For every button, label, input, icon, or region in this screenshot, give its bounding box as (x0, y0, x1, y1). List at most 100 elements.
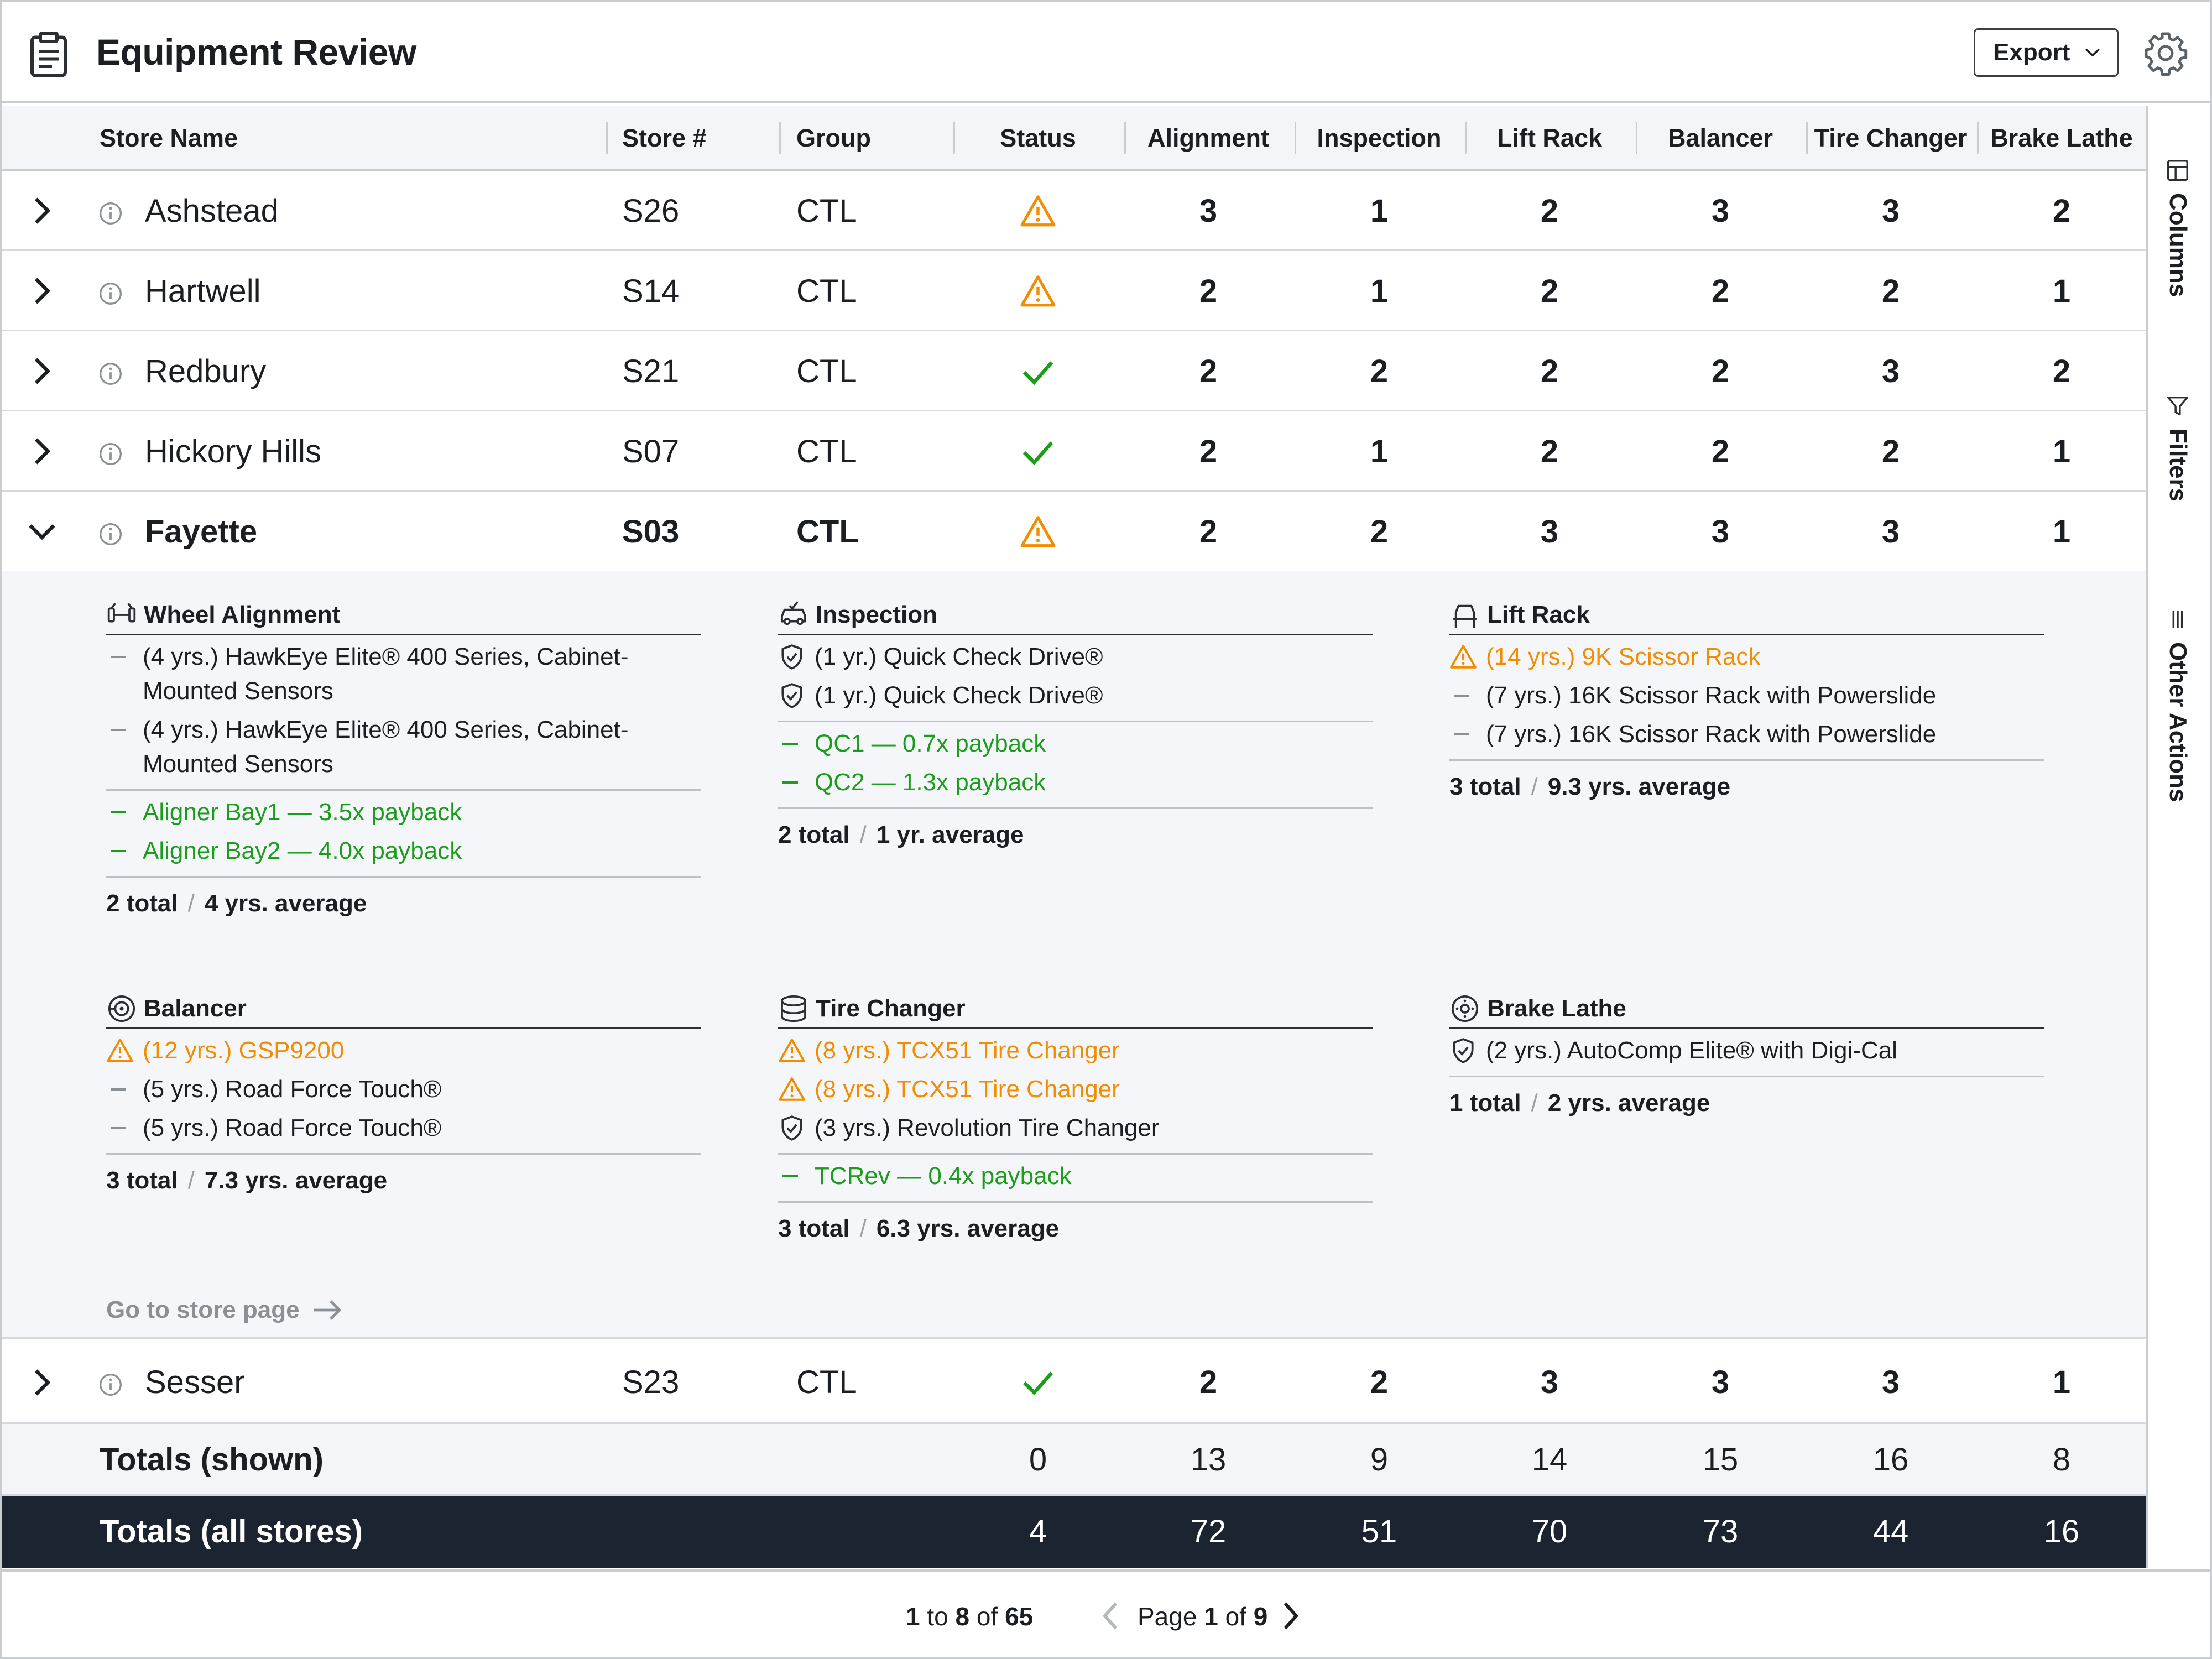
payback-list: TCRev — 0.4x payback (778, 1155, 1373, 1203)
table-row[interactable]: Hartwell S14 CTL 2 1 2 2 2 1 (2, 251, 2146, 331)
info-icon[interactable] (98, 362, 123, 386)
total-tire-changer: 16 (1872, 1442, 1909, 1478)
payback-list: Aligner Bay1 — 3.5x payback Aligner Bay2… (106, 791, 701, 878)
average-age: 1 yr. average (876, 821, 1024, 848)
chevron-down-icon[interactable] (24, 514, 60, 549)
section-title-text: Lift Rack (1487, 601, 1590, 628)
equipment-item-text: (3 yrs.) Revolution Tire Changer (815, 1114, 1160, 1141)
store-name: Hickory Hills (145, 434, 321, 469)
filters-tab[interactable]: Filters (2148, 393, 2208, 502)
shield-check-icon (1453, 1038, 1474, 1063)
brake-lathe-count: 1 (2052, 434, 2071, 469)
column-divider[interactable] (1465, 122, 1467, 154)
lift-rack-count: 3 (1540, 1364, 1559, 1400)
col-alignment[interactable]: Alignment (1147, 124, 1269, 152)
info-icon[interactable] (98, 442, 123, 466)
col-store-name[interactable]: Store Name (100, 124, 238, 152)
average-age: 9.3 yrs. average (1547, 773, 1731, 800)
column-divider[interactable] (1636, 122, 1637, 154)
column-divider[interactable] (1295, 122, 1296, 154)
columns-tab[interactable]: Columns (2148, 158, 2208, 297)
balancer-count: 3 (1711, 193, 1730, 229)
col-brake-lathe[interactable]: Brake Lathe (1990, 124, 2133, 152)
totals-all-label: Totals (all stores) (100, 1514, 363, 1550)
tire-changer-count: 2 (1881, 273, 1900, 309)
col-status[interactable]: Status (1000, 124, 1076, 152)
range-to: 8 (955, 1602, 970, 1631)
total-rows: 65 (1005, 1602, 1034, 1631)
section-title: Balancer (106, 989, 701, 1029)
col-balancer[interactable]: Balancer (1667, 124, 1773, 152)
checkmark-icon (1022, 361, 1053, 385)
table-row[interactable]: Hickory Hills S07 CTL 2 1 2 2 2 1 (2, 411, 2146, 492)
total-inspection: 9 (1370, 1442, 1389, 1478)
column-divider[interactable] (1977, 122, 1979, 154)
total-alignment: 72 (1190, 1514, 1227, 1550)
export-button[interactable]: Export (1974, 28, 2119, 77)
column-divider[interactable] (779, 122, 781, 154)
table-row-expanded[interactable]: Fayette S03 CTL 2 2 3 3 3 1 (2, 492, 2146, 573)
col-inspection[interactable]: Inspection (1317, 124, 1442, 152)
col-group[interactable]: Group (796, 124, 871, 152)
payback-item: QC1 — 0.7x payback (778, 722, 1373, 761)
section-title-text: Balancer (144, 994, 247, 1022)
previous-page-icon[interactable] (1097, 1599, 1124, 1632)
col-lift-rack[interactable]: Lift Rack (1496, 124, 1603, 152)
balancer-section: Balancer (12 yrs.) GSP9200 (5 yrs.) Road… (106, 989, 701, 1194)
menu-icon (2172, 611, 2183, 628)
chevron-right-icon[interactable] (24, 434, 60, 469)
equipment-item-text: (1 yr.) Quick Check Drive® (815, 643, 1103, 670)
dash-icon (111, 811, 126, 813)
total-balancer: 15 (1702, 1442, 1739, 1478)
payback-text: QC2 — 1.3x payback (815, 769, 1046, 796)
tire-changer-count: 2 (1881, 434, 1900, 469)
info-icon[interactable] (98, 1373, 123, 1397)
brake-lathe-count: 1 (2052, 514, 2071, 550)
total-alignment: 13 (1190, 1442, 1227, 1478)
balancer-count: 2 (1711, 353, 1730, 389)
total-count: 3 total (778, 1215, 850, 1242)
column-divider[interactable] (606, 122, 608, 154)
next-page-icon[interactable] (1277, 1599, 1304, 1632)
column-divider[interactable] (1806, 122, 1808, 154)
info-icon[interactable] (98, 522, 123, 546)
checkmark-icon (1022, 441, 1053, 466)
chevron-right-icon[interactable] (24, 353, 60, 389)
chevron-right-icon[interactable] (24, 273, 60, 309)
go-to-store-link[interactable]: Go to store page (106, 1296, 343, 1324)
section-title: Lift Rack (1449, 596, 2044, 635)
of-word: of (976, 1602, 998, 1631)
gear-icon[interactable] (2142, 30, 2189, 76)
table-row[interactable]: Redbury S21 CTL 2 2 2 2 3 2 (2, 331, 2146, 411)
col-store-number[interactable]: Store # (622, 124, 707, 152)
section-title: Inspection (778, 596, 1373, 635)
inspection-count: 2 (1370, 353, 1389, 389)
total-count: 3 total (106, 1167, 178, 1194)
section-summary: 3 total/7.3 yrs. average (106, 1167, 388, 1194)
column-divider[interactable] (1124, 122, 1126, 154)
equipment-item: (2 yrs.) AutoComp Elite® with Digi-Cal (1449, 1029, 2044, 1068)
wheel-alignment-icon (107, 602, 136, 623)
chevron-right-icon[interactable] (24, 1365, 60, 1400)
col-tire-changer[interactable]: Tire Changer (1814, 124, 1968, 152)
chevron-right-icon[interactable] (24, 193, 60, 228)
payback-list: QC1 — 0.7x payback QC2 — 1.3x payback (778, 722, 1373, 809)
total-count: 2 total (778, 821, 850, 848)
brake-lathe-count: 2 (2052, 353, 2071, 389)
page-title: Equipment Review (96, 32, 416, 72)
table-row[interactable]: Ashstead S26 CTL 3 1 2 3 3 2 (2, 171, 2146, 251)
other-actions-tab[interactable]: Other Actions (2148, 607, 2208, 802)
equipment-item-text: (8 yrs.) TCX51 Tire Changer (815, 1076, 1120, 1103)
inspection-count: 1 (1370, 193, 1389, 229)
lift-rack-count: 2 (1540, 193, 1559, 229)
store-number: S03 (622, 514, 680, 550)
filter-icon (2167, 396, 2188, 416)
section-summary: 3 total/9.3 yrs. average (1449, 773, 1731, 800)
table-row[interactable]: Sesser S23 CTL 2 2 3 3 3 1 (2, 1340, 2146, 1424)
store-name: Fayette (145, 514, 258, 550)
dash-icon (782, 781, 798, 784)
info-icon[interactable] (98, 281, 123, 306)
filters-tab-label: Filters (2164, 429, 2192, 502)
info-icon[interactable] (98, 201, 123, 226)
column-divider[interactable] (953, 122, 955, 154)
